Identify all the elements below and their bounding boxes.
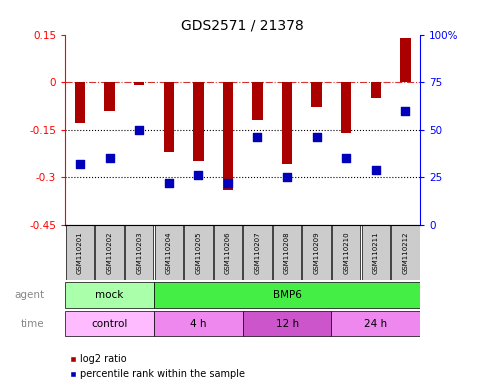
Point (283, 174, 291, 180)
Text: control: control (91, 318, 128, 329)
Bar (362, 225, 390, 280)
Bar (302, 225, 331, 280)
Text: 4 h: 4 h (190, 318, 207, 329)
Text: mock: mock (96, 290, 124, 300)
Bar (213, 225, 242, 280)
Text: agent: agent (14, 290, 44, 300)
Bar (273, 225, 301, 280)
Bar (341, 82, 352, 133)
Bar (193, 82, 203, 161)
Point (342, 155, 350, 161)
Point (135, 126, 143, 132)
Bar (400, 38, 411, 82)
Bar (104, 82, 115, 111)
Bar (242, 311, 331, 336)
Bar (243, 225, 272, 280)
Text: GSM110204: GSM110204 (166, 231, 172, 274)
Bar (391, 225, 420, 280)
Text: time: time (21, 318, 44, 329)
Text: GSM110209: GSM110209 (313, 231, 320, 274)
Text: GSM110212: GSM110212 (402, 231, 409, 274)
Text: GSM110210: GSM110210 (343, 231, 349, 274)
Bar (65, 311, 154, 336)
Text: GSM110201: GSM110201 (77, 231, 83, 274)
Point (313, 134, 321, 140)
Point (106, 155, 114, 161)
Bar (312, 82, 322, 108)
Bar (184, 225, 213, 280)
Bar (252, 82, 263, 120)
Text: GSM110207: GSM110207 (255, 231, 260, 274)
Text: BMP6: BMP6 (272, 290, 301, 300)
Point (195, 172, 202, 178)
Bar (66, 225, 94, 280)
Bar (75, 82, 85, 123)
Text: 12 h: 12 h (275, 318, 298, 329)
Bar (164, 82, 174, 152)
Legend: log2 ratio, percentile rank within the sample: log2 ratio, percentile rank within the s… (70, 354, 245, 379)
Title: GDS2571 / 21378: GDS2571 / 21378 (181, 18, 304, 32)
Point (76, 161, 84, 167)
Point (372, 166, 380, 172)
Bar (134, 82, 144, 85)
Bar (370, 82, 381, 98)
Bar (223, 82, 233, 190)
Bar (332, 225, 360, 280)
Point (401, 108, 409, 114)
Bar (95, 225, 124, 280)
Point (224, 180, 232, 186)
Text: GSM110203: GSM110203 (136, 231, 142, 274)
Bar (155, 225, 183, 280)
Text: GSM110208: GSM110208 (284, 231, 290, 274)
Point (165, 180, 172, 186)
Text: GSM110206: GSM110206 (225, 231, 231, 274)
Bar (65, 282, 154, 308)
Point (254, 134, 261, 140)
Text: GSM110211: GSM110211 (373, 231, 379, 274)
Bar (282, 82, 292, 164)
Text: 24 h: 24 h (364, 318, 387, 329)
Text: GSM110202: GSM110202 (107, 231, 113, 274)
Text: GSM110205: GSM110205 (195, 231, 201, 274)
Bar (154, 311, 243, 336)
Bar (154, 282, 420, 308)
Bar (331, 311, 420, 336)
Bar (125, 225, 154, 280)
